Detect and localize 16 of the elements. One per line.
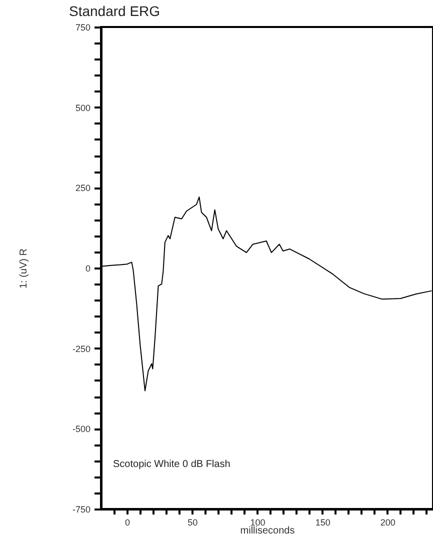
chart-title: Standard ERG: [69, 3, 160, 19]
y-tick-label: -500: [72, 424, 90, 434]
y-tick-label: 500: [75, 102, 90, 113]
y-tick-label: -750: [72, 504, 90, 514]
y-tick-label: -250: [72, 344, 90, 354]
x-axis-title: milliseconds: [240, 526, 295, 536]
y-axis-title: 1: (uV) R: [18, 248, 30, 289]
y-tick-label: 750: [75, 22, 90, 32]
annotation: Scotopic White 0 dB Flash: [113, 459, 230, 470]
x-tick-label: 50: [188, 518, 198, 528]
x-tick-label: 0: [125, 518, 130, 528]
x-tick-label: 150: [315, 518, 330, 528]
x-tick-label: 100: [250, 518, 266, 528]
y-tick-label: 0: [85, 264, 90, 274]
y-tick-label: 250: [75, 183, 90, 194]
x-tick-label: 200: [380, 518, 396, 528]
